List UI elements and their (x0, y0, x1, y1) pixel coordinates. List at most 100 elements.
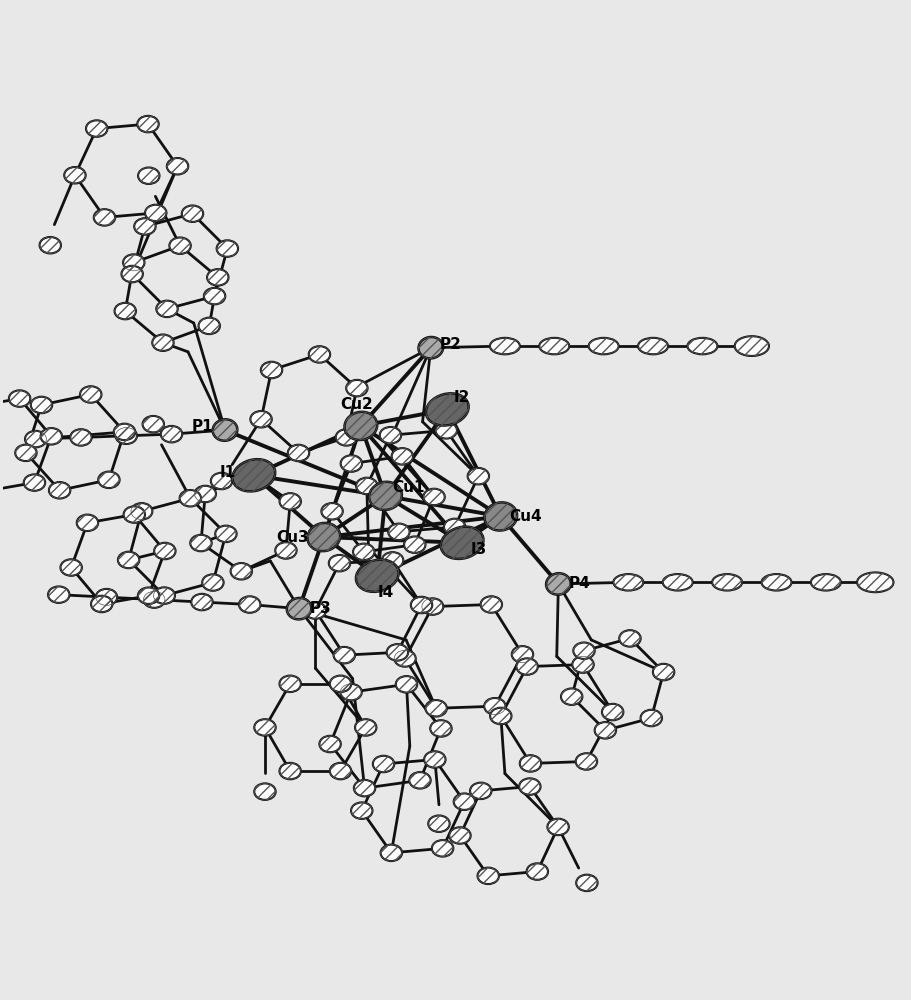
Ellipse shape (430, 720, 452, 737)
Ellipse shape (134, 218, 156, 235)
Ellipse shape (712, 574, 742, 591)
Ellipse shape (31, 397, 52, 413)
Ellipse shape (309, 346, 330, 363)
Ellipse shape (212, 419, 238, 441)
Text: P1: P1 (191, 419, 213, 434)
Ellipse shape (179, 490, 201, 506)
Ellipse shape (138, 168, 159, 184)
Ellipse shape (77, 515, 98, 531)
Ellipse shape (210, 473, 232, 489)
Ellipse shape (387, 644, 408, 661)
Ellipse shape (444, 519, 466, 535)
Ellipse shape (351, 802, 373, 819)
Ellipse shape (91, 596, 112, 612)
Ellipse shape (411, 597, 432, 613)
Ellipse shape (663, 574, 692, 591)
Ellipse shape (418, 337, 443, 358)
Ellipse shape (152, 334, 174, 351)
Ellipse shape (232, 459, 275, 491)
Ellipse shape (395, 676, 417, 693)
Ellipse shape (65, 167, 86, 183)
Ellipse shape (589, 338, 619, 354)
Ellipse shape (373, 756, 394, 772)
Ellipse shape (561, 688, 582, 705)
Ellipse shape (388, 524, 410, 540)
Ellipse shape (341, 455, 362, 472)
Ellipse shape (131, 503, 152, 520)
Ellipse shape (356, 560, 399, 592)
Ellipse shape (392, 448, 413, 465)
Ellipse shape (485, 502, 517, 531)
Ellipse shape (261, 362, 282, 378)
Ellipse shape (115, 303, 136, 319)
Ellipse shape (519, 778, 540, 795)
Ellipse shape (39, 237, 61, 253)
Text: P3: P3 (310, 601, 332, 616)
Ellipse shape (138, 587, 159, 604)
Ellipse shape (404, 536, 425, 553)
Ellipse shape (527, 863, 548, 880)
Text: P4: P4 (568, 576, 590, 591)
Ellipse shape (484, 698, 506, 714)
Ellipse shape (424, 489, 445, 505)
Ellipse shape (640, 710, 662, 726)
Ellipse shape (288, 445, 309, 461)
Ellipse shape (356, 478, 377, 494)
Ellipse shape (239, 596, 261, 613)
Ellipse shape (98, 472, 119, 488)
Ellipse shape (512, 646, 533, 663)
Ellipse shape (546, 573, 570, 595)
Text: Cu3: Cu3 (276, 530, 309, 545)
Ellipse shape (355, 719, 376, 736)
Ellipse shape (688, 338, 718, 354)
Ellipse shape (602, 704, 623, 720)
Text: Cu2: Cu2 (341, 397, 374, 412)
Ellipse shape (520, 755, 541, 772)
Ellipse shape (251, 411, 271, 427)
Ellipse shape (329, 555, 350, 571)
Ellipse shape (811, 574, 841, 591)
Ellipse shape (49, 482, 70, 499)
Ellipse shape (169, 237, 190, 254)
Ellipse shape (25, 431, 46, 447)
Ellipse shape (60, 559, 82, 576)
Ellipse shape (154, 543, 176, 559)
Ellipse shape (353, 544, 374, 560)
Text: I4: I4 (377, 585, 394, 600)
Ellipse shape (254, 719, 276, 736)
Ellipse shape (144, 591, 165, 608)
Ellipse shape (380, 427, 401, 443)
Ellipse shape (9, 390, 30, 407)
Ellipse shape (353, 780, 375, 796)
Ellipse shape (467, 468, 489, 484)
Ellipse shape (24, 474, 46, 491)
Ellipse shape (118, 552, 139, 568)
Ellipse shape (734, 336, 769, 356)
Ellipse shape (653, 664, 674, 680)
Ellipse shape (572, 656, 594, 673)
Ellipse shape (470, 783, 492, 799)
Ellipse shape (116, 428, 137, 444)
Ellipse shape (157, 301, 178, 317)
Ellipse shape (490, 708, 511, 724)
Ellipse shape (477, 868, 499, 884)
Ellipse shape (287, 598, 312, 619)
Ellipse shape (161, 426, 182, 442)
Ellipse shape (48, 586, 69, 603)
Ellipse shape (336, 429, 357, 446)
Ellipse shape (202, 574, 223, 591)
Ellipse shape (517, 658, 537, 675)
Ellipse shape (307, 523, 340, 551)
Ellipse shape (230, 563, 252, 580)
Ellipse shape (86, 120, 107, 137)
Ellipse shape (490, 338, 520, 354)
Ellipse shape (138, 116, 159, 132)
Text: Cu1: Cu1 (393, 480, 425, 495)
Ellipse shape (333, 647, 355, 663)
Ellipse shape (330, 763, 352, 779)
Ellipse shape (70, 429, 92, 446)
Text: I3: I3 (470, 542, 486, 557)
Ellipse shape (190, 535, 211, 551)
Ellipse shape (322, 503, 343, 520)
Ellipse shape (199, 318, 220, 334)
